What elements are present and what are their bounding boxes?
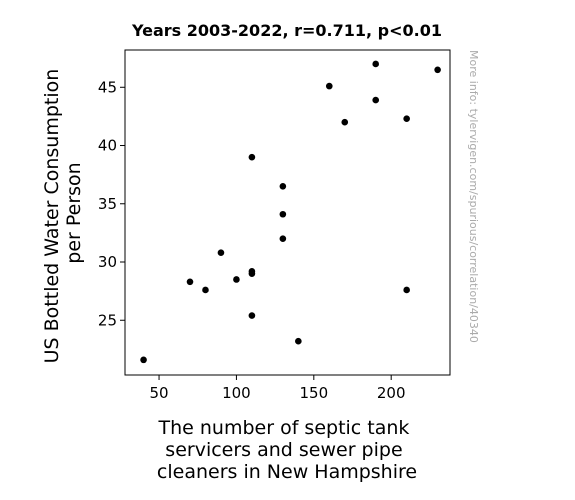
data-point-9 — [248, 153, 256, 161]
y-tick-label-40: 40 — [98, 137, 117, 155]
x-tick-label-50: 50 — [150, 384, 169, 402]
x-axis-label-line-1: The number of septic tank — [158, 417, 410, 439]
data-point-8 — [248, 312, 256, 319]
data-point-14 — [325, 82, 333, 90]
chart-title: Years 2003-2022, r=0.711, p<0.01 — [131, 21, 442, 40]
data-point-1 — [140, 356, 147, 364]
y-tick-label-35: 35 — [98, 195, 117, 213]
plot-area — [124, 49, 451, 376]
data-point-10 — [279, 182, 287, 190]
data-point-16 — [372, 60, 380, 68]
x-tick-label-200: 200 — [377, 384, 406, 402]
data-point-18 — [403, 115, 410, 123]
y-axis-label-line-2: per Person — [63, 162, 85, 263]
data-point-2 — [186, 278, 194, 286]
x-axis-label: The number of septic tank servicers and … — [157, 417, 417, 483]
watermark-text: More info: tylervigen.com/spurious/corre… — [467, 50, 480, 343]
x-tick-label-100: 100 — [222, 384, 251, 402]
data-point-4 — [217, 249, 225, 256]
y-axis-label: US Bottled Water Consumption per Person — [41, 63, 85, 364]
y-tick-label-25: 25 — [98, 311, 117, 329]
data-point-7 — [248, 270, 256, 277]
data-point-19 — [403, 286, 410, 294]
x-tick-label-150: 150 — [299, 384, 328, 402]
y-tick-label-30: 30 — [98, 253, 117, 271]
data-point-11 — [279, 210, 287, 218]
x-axis-label-line-3: cleaners in New Hampshire — [157, 461, 417, 483]
x-axis-label-line-2: servicers and sewer pipe — [165, 439, 402, 461]
plot-frame — [124, 49, 451, 376]
data-point-3 — [202, 286, 209, 294]
data-point-17 — [372, 96, 380, 104]
data-point-20 — [434, 66, 441, 74]
y-tick-label-45: 45 — [98, 78, 117, 96]
y-axis-ticks: 25 30 35 40 45 — [98, 78, 125, 329]
x-axis-ticks: 50 100 150 200 — [150, 375, 406, 402]
y-axis-label-line-1: US Bottled Water Consumption — [41, 69, 63, 364]
data-point-15 — [341, 118, 349, 126]
data-point-5 — [233, 276, 240, 283]
data-points — [140, 60, 441, 364]
data-point-12 — [279, 235, 287, 243]
data-point-13 — [295, 337, 302, 345]
